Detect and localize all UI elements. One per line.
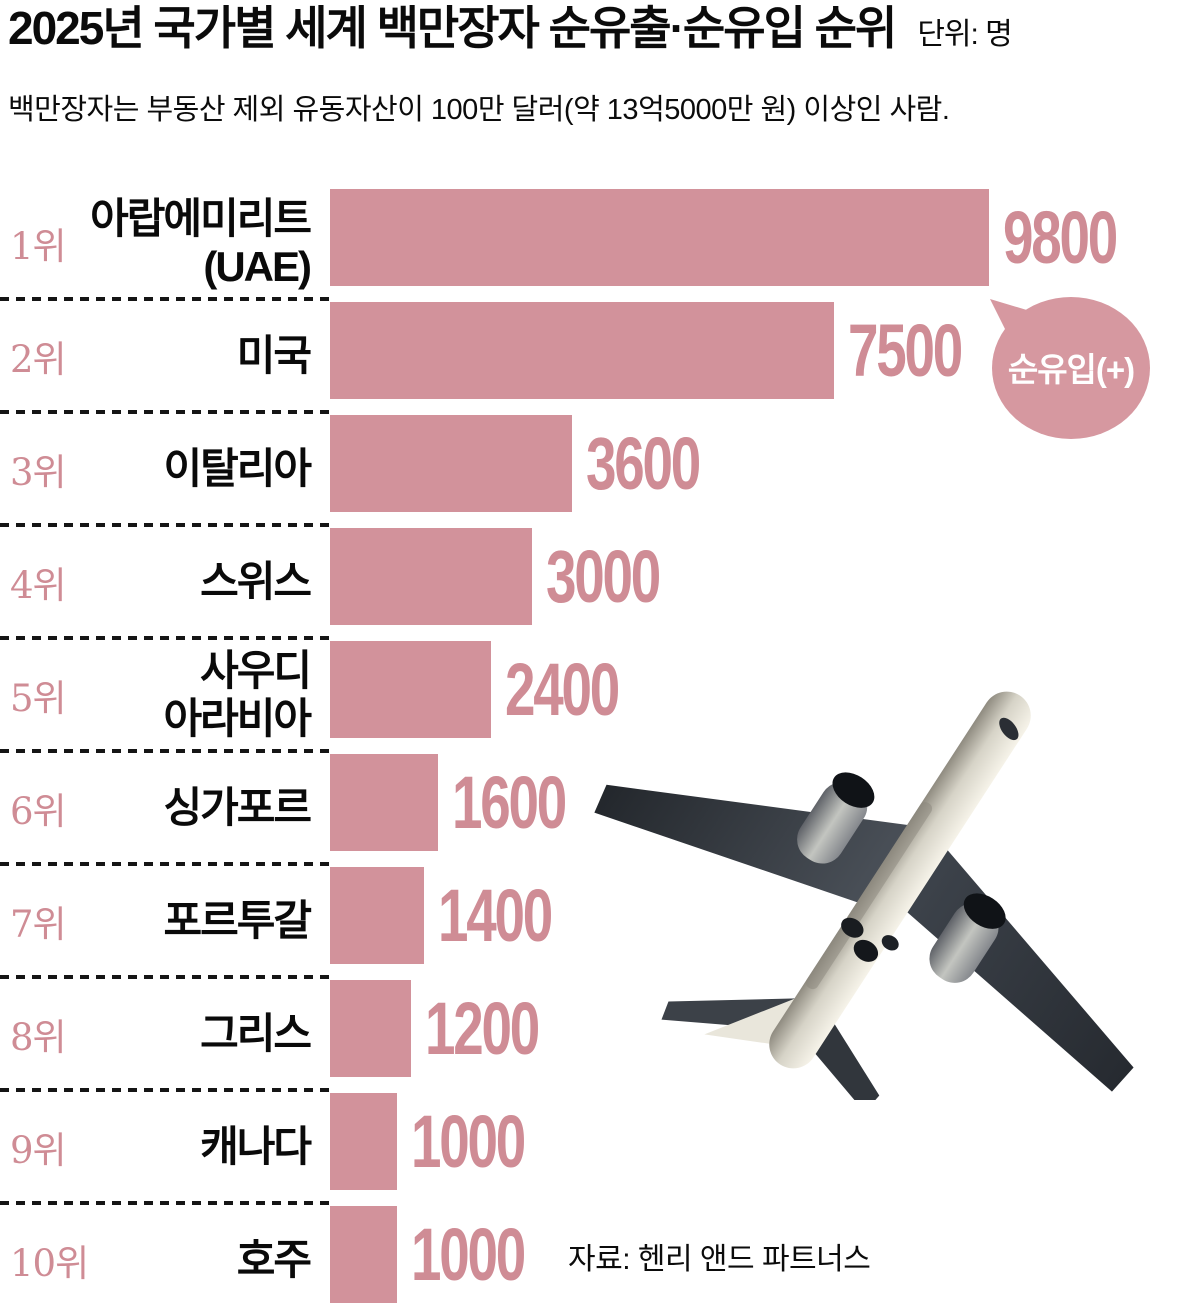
page-title: 2025년 국가별 세계 백만장자 순유출·순유입 순위 [8,2,897,54]
landing-gear [853,939,879,962]
rank-label: 1위 [10,224,67,268]
row-separator [0,297,332,301]
bar [330,189,989,286]
rank-label: 9위 [10,1128,67,1172]
bar [330,302,834,399]
country-line1: 사우디 [200,647,312,695]
country-line2: (UAE) [203,242,312,290]
bar [330,415,572,512]
country-label: 그리스 [60,977,312,1090]
subtitle: 백만장자는 부동산 제외 유동자산이 100만 달러(약 13억5000만 원)… [8,94,950,126]
chart-row-2: 2위 미국 7500 [0,299,1200,414]
landing-gear [881,935,899,951]
country-label: 사우디 아라비아 [60,638,312,751]
rank-label: 7위 [10,902,67,946]
rank-label: 5위 [10,676,67,720]
port-engine [797,772,875,864]
value-label: 9800 [1003,195,1118,279]
country-label: 스위스 [60,525,312,638]
unit-label: 단위: 명 [917,18,1012,51]
row-separator [0,1088,332,1092]
starboard-engine [929,893,1006,983]
chart-row-1: 1위 아랍에미리트 (UAE) 9800 [0,186,1200,301]
bar-chart: 1위 아랍에미리트 (UAE) 9800 2위 미국 7500 3위 이탈리아 [0,186,1200,1308]
value-label: 3000 [546,534,661,618]
country-label: 싱가포르 [60,751,312,864]
source-credit: 자료: 헨리 앤드 파트너스 [568,1243,871,1276]
net-inflow-bubble: 순유입(+) [990,297,1150,439]
chart-row-9: 9위 캐나다 1000 [0,1090,1200,1205]
country-line1: 아랍에미리트 [90,195,312,243]
value-label: 1000 [411,1099,526,1183]
country-line1: 그리스 [200,1009,312,1057]
belly-shadow [805,802,933,990]
country-line1: 이탈리아 [163,444,312,492]
bubble-label: 순유입(+) [1008,351,1134,388]
value-label: 3600 [586,421,701,505]
airplane-group [594,691,1134,1100]
value-label: 1600 [452,760,567,844]
chart-row-8: 8위 그리스 1200 [0,977,1200,1092]
country-line1: 호주 [236,1235,312,1283]
rank-label: 4위 [10,563,67,607]
row-separator [0,410,332,414]
rank-label: 3위 [10,450,67,494]
country-label: 포르투갈 [60,864,312,977]
row-separator [0,1201,332,1205]
header: 2025년 국가별 세계 백만장자 순유출·순유입 순위 단위: 명 [8,0,1013,58]
country-label: 이탈리아 [60,412,312,525]
value-label: 1400 [438,873,553,957]
value-label: 1000 [411,1212,526,1296]
country-label: 호주 [60,1203,312,1308]
country-line1: 포르투갈 [163,896,312,944]
bar [330,1093,397,1190]
bar [330,754,438,851]
rank-label: 6위 [10,789,67,833]
bar [330,867,424,964]
rank-label: 8위 [10,1015,67,1059]
country-line1: 스위스 [200,557,312,605]
value-label: 7500 [848,308,963,392]
chart-row-10: 10위 호주 1000 [0,1203,1200,1308]
bar [330,641,491,738]
value-label: 1200 [425,986,540,1070]
country-line1: 캐나다 [200,1122,312,1170]
bar [330,1206,397,1303]
fuselage [769,691,1031,1069]
row-separator [0,636,332,640]
country-line1: 싱가포르 [163,783,312,831]
country-line1: 미국 [236,331,312,379]
rank-label: 10위 [10,1241,89,1285]
country-line2: 아라비아 [163,694,312,742]
chart-row-4: 4위 스위스 3000 [0,525,1200,640]
bar [330,528,532,625]
port-wing [594,784,912,905]
row-separator [0,862,332,866]
row-separator [0,749,332,753]
cockpit-window [999,717,1019,741]
value-label: 2400 [505,647,620,731]
chart-row-3: 3위 이탈리아 3600 [0,412,1200,527]
rank-label: 2위 [10,337,67,381]
country-label: 미국 [60,299,312,412]
country-label: 캐나다 [60,1090,312,1203]
bubble-body [992,297,1150,439]
chart-row-5: 5위 사우디 아라비아 2400 [0,638,1200,753]
airplane-illustration [594,691,1134,1100]
row-separator [0,523,332,527]
landing-gear [841,917,864,938]
row-separator [0,975,332,979]
country-label: 아랍에미리트 (UAE) [60,186,312,299]
chart-row-7: 7위 포르투갈 1400 [0,864,1200,979]
bar [330,980,411,1077]
chart-row-6: 6위 싱가포르 1600 [0,751,1200,866]
